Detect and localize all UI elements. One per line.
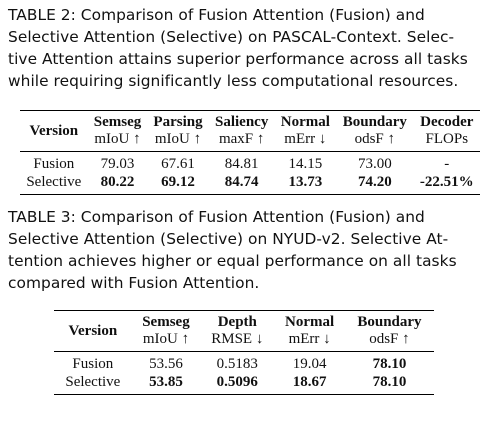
table2-caption: TABLE 2: Comparison of Fusion Attention …: [8, 4, 482, 92]
table2-caption-line: tive Attention attains superior performa…: [8, 50, 468, 68]
table3-caption-line: Selective Attention (Selective) on NYUD-…: [8, 230, 449, 248]
table2-caption-line: Selective Attention (Selective) on PASCA…: [8, 28, 455, 46]
table-cell: 69.12: [161, 174, 195, 190]
table-row: Fusion 53.56 0.5183 19.04 78.10: [54, 352, 434, 374]
table3-caption-line: tention achieves higher or equal perform…: [8, 252, 457, 270]
table-cell: 79.03: [100, 156, 135, 172]
table2-col-semseg: Semseg mIoU ↑: [93, 114, 142, 147]
row-label: Selective: [26, 174, 82, 190]
table-cell: 19.04: [292, 356, 327, 372]
table3-col-version: Version: [68, 322, 118, 339]
table2-caption-line: TABLE 2: Comparison of Fusion Attention …: [8, 6, 425, 24]
table-cell: 14.15: [288, 156, 323, 172]
table2-col-version: Version: [29, 122, 79, 139]
table-cell: 73.00: [357, 156, 392, 172]
table2-col-saliency: Saliency maxF ↑: [215, 114, 269, 147]
row-label: Fusion: [33, 156, 75, 172]
table-row: Fusion 79.03 67.61 84.81 14.15 73.00 -: [20, 152, 480, 174]
table-cell: 80.22: [100, 174, 135, 190]
table3-header-row: Version Semseg mIoU ↑ Depth RMSE ↓ Normal m…: [54, 310, 434, 352]
table-cell: 74.20: [357, 174, 392, 190]
table-cell: 0.5183: [216, 356, 258, 372]
table-cell: 78.10: [372, 356, 407, 372]
table2-col-decoder: Decoder FLOPs: [420, 114, 474, 147]
table3-caption-line: compared with Fusion Attention.: [8, 274, 260, 292]
table2: Version Semseg mIoU ↑ Parsing mIoU ↑ Salie…: [20, 110, 480, 195]
table-cell: 53.85: [149, 374, 183, 390]
table-cell: 78.10: [372, 374, 407, 390]
table3-col-boundary: Boundary odsF ↑: [357, 314, 422, 347]
table-row: Selective 53.85 0.5096 18.67 78.10: [54, 373, 434, 395]
table3-caption-line: TABLE 3: Comparison of Fusion Attention …: [8, 208, 425, 226]
table-cell: 84.74: [224, 174, 259, 190]
table2-caption-line: while requiring significantly less compu…: [8, 72, 459, 90]
table-row: Selective 80.22 69.12 84.74 13.73 74.20 …: [20, 173, 480, 195]
table2-header-row: Version Semseg mIoU ↑ Parsing mIoU ↑ Salie…: [20, 110, 480, 152]
table3: Version Semseg mIoU ↑ Depth RMSE ↓ Normal m…: [54, 310, 434, 395]
table2-col-parsing: Parsing mIoU ↑: [153, 114, 203, 147]
table-cell: 0.5096: [216, 374, 258, 390]
table-cell: -22.51%: [419, 174, 474, 190]
table2-col-normal: Normal mErr ↓: [280, 114, 330, 147]
table-cell: -: [444, 156, 450, 172]
row-label: Selective: [65, 374, 121, 390]
table3-caption: TABLE 3: Comparison of Fusion Attention …: [8, 206, 482, 294]
table-cell: 13.73: [288, 174, 323, 190]
table3-col-normal: Normal mErr ↓: [285, 314, 335, 347]
table2-col-boundary: Boundary odsF ↑: [342, 114, 407, 147]
table-cell: 67.61: [161, 156, 195, 172]
row-label: Fusion: [72, 356, 114, 372]
table-cell: 84.81: [224, 156, 259, 172]
table-cell: 53.56: [149, 356, 183, 372]
table3-col-depth: Depth RMSE ↓: [211, 314, 264, 347]
table3-col-semseg: Semseg mIoU ↑: [142, 314, 190, 347]
table-cell: 18.67: [292, 374, 327, 390]
